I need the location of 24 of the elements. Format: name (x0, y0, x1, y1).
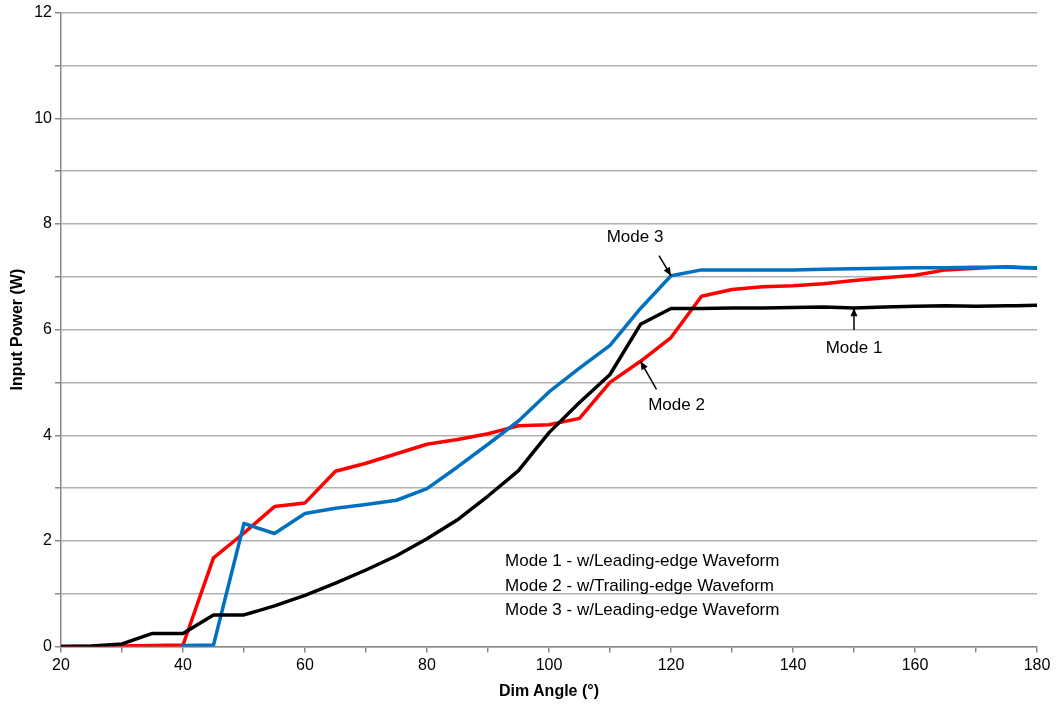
annotation: Mode 2 (648, 394, 705, 414)
x-tick-label: 40 (174, 655, 192, 673)
annotation: Mode 2 - w/Trailing-edge Waveform (505, 575, 775, 595)
x-axis-title: Dim Angle (°) (498, 681, 600, 699)
annotation: Mode 1 - w/Leading-edge Waveform (505, 551, 780, 571)
x-tick-label: 160 (901, 655, 929, 673)
y-tick-label: 0 (43, 637, 53, 655)
y-tick-label: 8 (43, 214, 53, 232)
y-tick-label: 2 (43, 531, 53, 549)
annotation: Mode 3 (606, 227, 664, 247)
x-tick-label: 140 (779, 655, 807, 673)
y-tick-label: 10 (34, 108, 53, 126)
x-tick-label: 180 (1023, 655, 1051, 673)
annotation: Mode 3 - w/Leading-edge Waveform (505, 600, 780, 620)
x-tick-label: 80 (418, 655, 436, 673)
y-tick-label: 12 (34, 3, 53, 21)
x-tick-label: 120 (657, 655, 685, 673)
y-tick-label: 6 (43, 320, 53, 338)
x-tick-label: 20 (52, 655, 70, 673)
x-tick-label: 60 (296, 655, 314, 673)
annotation: Mode 1 (825, 337, 883, 357)
y-tick-label: 4 (43, 425, 53, 443)
y-axis-title: Input Power (W) (8, 268, 26, 391)
x-tick-label: 100 (535, 655, 563, 673)
